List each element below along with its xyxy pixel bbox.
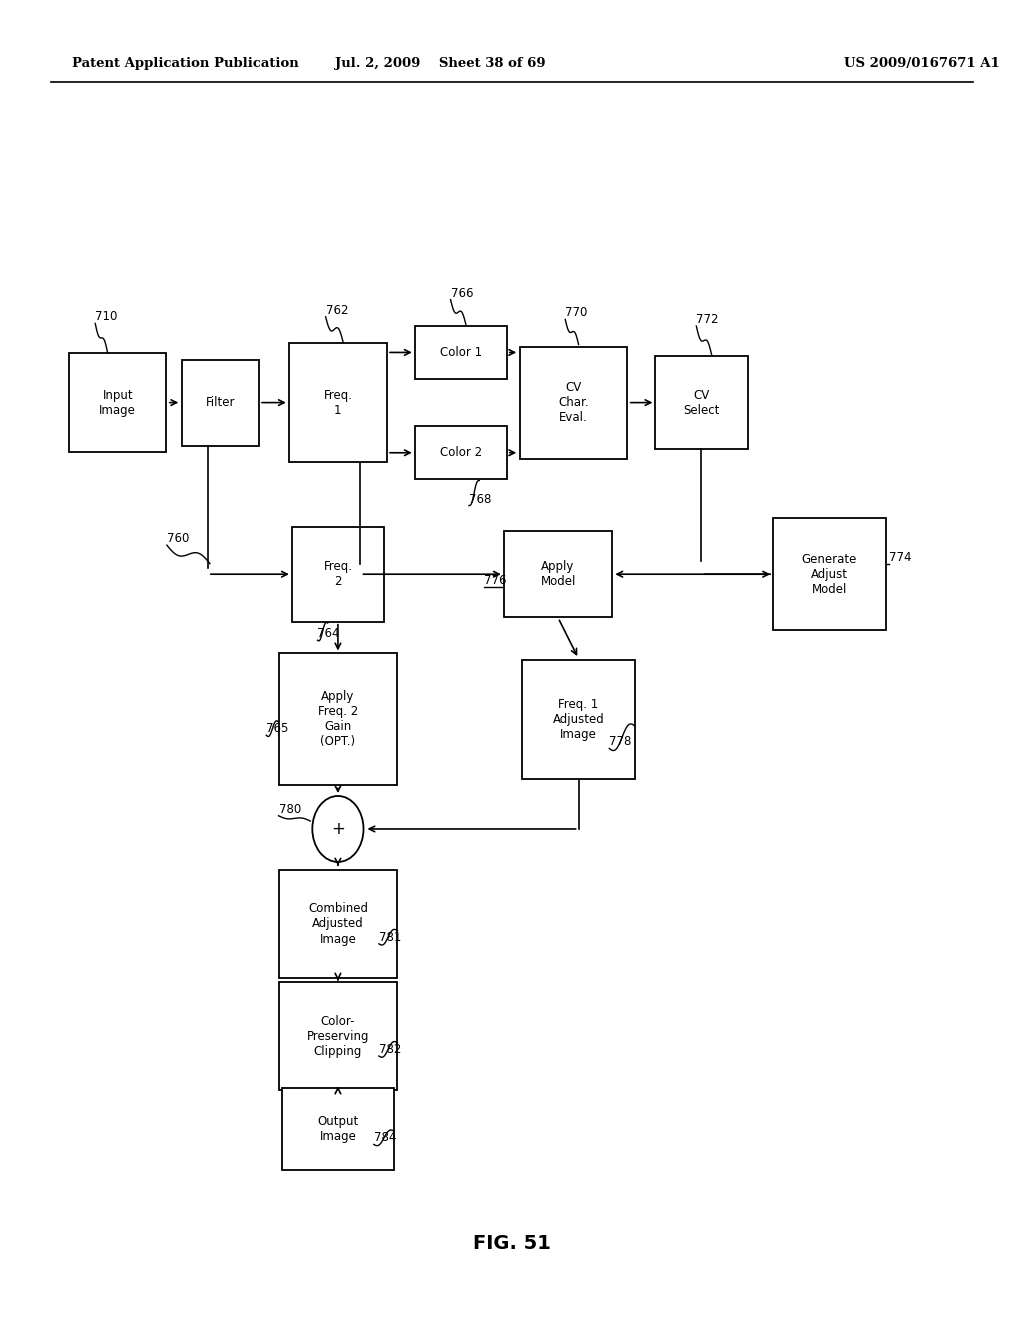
Text: Color 2: Color 2: [439, 446, 482, 459]
Bar: [279, 870, 397, 978]
Text: Output
Image: Output Image: [317, 1114, 358, 1143]
Text: 768: 768: [469, 492, 492, 506]
Bar: [520, 347, 627, 459]
Text: Freq.
2: Freq. 2: [324, 560, 352, 589]
Text: Freq. 1
Adjusted
Image: Freq. 1 Adjusted Image: [553, 698, 604, 741]
Text: Color-
Preserving
Clipping: Color- Preserving Clipping: [306, 1015, 370, 1057]
Text: CV
Char.
Eval.: CV Char. Eval.: [558, 381, 589, 424]
Text: CV
Select: CV Select: [683, 388, 720, 417]
Text: 760: 760: [167, 532, 189, 545]
Text: US 2009/0167671 A1: US 2009/0167671 A1: [844, 57, 999, 70]
Bar: [655, 356, 748, 449]
Text: 774: 774: [889, 550, 911, 564]
Bar: [70, 354, 166, 451]
Text: 778: 778: [609, 735, 632, 748]
Text: 781: 781: [379, 931, 401, 944]
Text: 780: 780: [279, 803, 301, 816]
Text: Freq.
1: Freq. 1: [324, 388, 352, 417]
Text: 776: 776: [484, 574, 507, 587]
Text: Jul. 2, 2009    Sheet 38 of 69: Jul. 2, 2009 Sheet 38 of 69: [335, 57, 546, 70]
Bar: [415, 326, 507, 379]
Text: 765: 765: [266, 722, 289, 735]
Text: 772: 772: [696, 313, 719, 326]
Text: 762: 762: [326, 304, 348, 317]
Text: 710: 710: [95, 310, 118, 323]
Text: Filter: Filter: [206, 396, 234, 409]
Text: Generate
Adjust
Model: Generate Adjust Model: [802, 553, 857, 595]
Text: Apply
Freq. 2
Gain
(OPT.): Apply Freq. 2 Gain (OPT.): [317, 690, 358, 748]
Text: +: +: [331, 820, 345, 838]
Text: 782: 782: [379, 1043, 401, 1056]
Bar: [290, 343, 387, 462]
Bar: [773, 519, 886, 631]
Bar: [279, 982, 397, 1090]
Bar: [279, 653, 397, 785]
Bar: [522, 660, 635, 779]
Text: 770: 770: [565, 306, 588, 319]
Text: FIG. 51: FIG. 51: [473, 1234, 551, 1253]
Text: Color 1: Color 1: [439, 346, 482, 359]
Text: Apply
Model: Apply Model: [541, 560, 575, 589]
Text: Combined
Adjusted
Image: Combined Adjusted Image: [308, 903, 368, 945]
Text: Input
Image: Input Image: [99, 388, 136, 417]
Text: 784: 784: [374, 1131, 396, 1144]
Text: 764: 764: [317, 627, 340, 640]
Circle shape: [312, 796, 364, 862]
Bar: [415, 426, 507, 479]
Bar: [292, 527, 384, 622]
Bar: [282, 1088, 394, 1170]
Text: Patent Application Publication: Patent Application Publication: [72, 57, 298, 70]
Bar: [505, 532, 612, 618]
Bar: [182, 359, 258, 446]
Text: 766: 766: [451, 286, 473, 300]
